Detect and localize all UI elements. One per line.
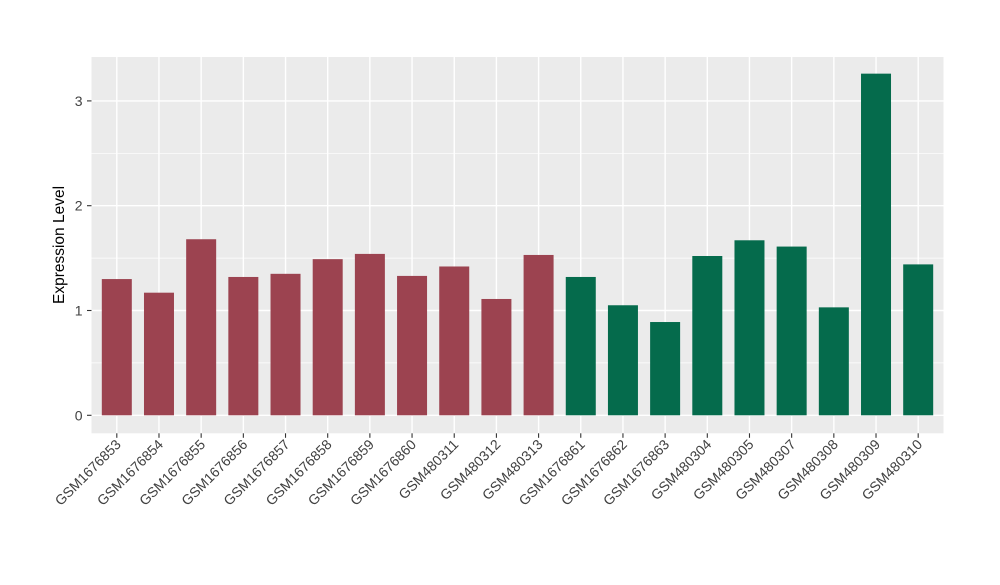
bar-GSM480311	[439, 266, 470, 416]
bar-GSM1676854	[143, 292, 174, 416]
bar-GSM1676861	[565, 276, 596, 416]
bars	[101, 73, 934, 416]
bar-GSM1676863	[650, 322, 681, 416]
bar-GSM1676859	[354, 253, 385, 416]
plot-panel	[91, 57, 944, 434]
bar-GSM480308	[818, 307, 849, 416]
bar-GSM480312	[481, 298, 512, 416]
bar-GSM480307	[776, 246, 807, 416]
bar-GSM480305	[734, 240, 765, 416]
y-tick-label: 0	[75, 407, 83, 423]
bar-GSM480310	[903, 264, 934, 416]
y-tick-label: 2	[75, 198, 83, 214]
y-tick-label: 3	[75, 93, 83, 109]
bar-GSM1676853	[101, 279, 132, 416]
bar-GSM1676860	[397, 275, 428, 416]
y-axis-labels: 0 1 2 3	[75, 93, 83, 423]
x-axis-labels: GSM1676853GSM1676854GSM1676855GSM1676856…	[52, 436, 926, 509]
bar-GSM1676856	[228, 276, 259, 416]
bar-GSM480309	[861, 73, 892, 416]
bar-GSM480313	[523, 254, 554, 416]
bar-GSM1676858	[312, 259, 343, 416]
bar-GSM1676857	[270, 273, 301, 416]
bar-GSM1676862	[607, 305, 638, 416]
bar-GSM480304	[692, 256, 723, 416]
bar-GSM1676855	[186, 239, 217, 416]
y-tick-label: 1	[75, 303, 83, 319]
y-axis-title: Expression Level	[51, 186, 68, 304]
axis-ticks	[87, 100, 919, 438]
